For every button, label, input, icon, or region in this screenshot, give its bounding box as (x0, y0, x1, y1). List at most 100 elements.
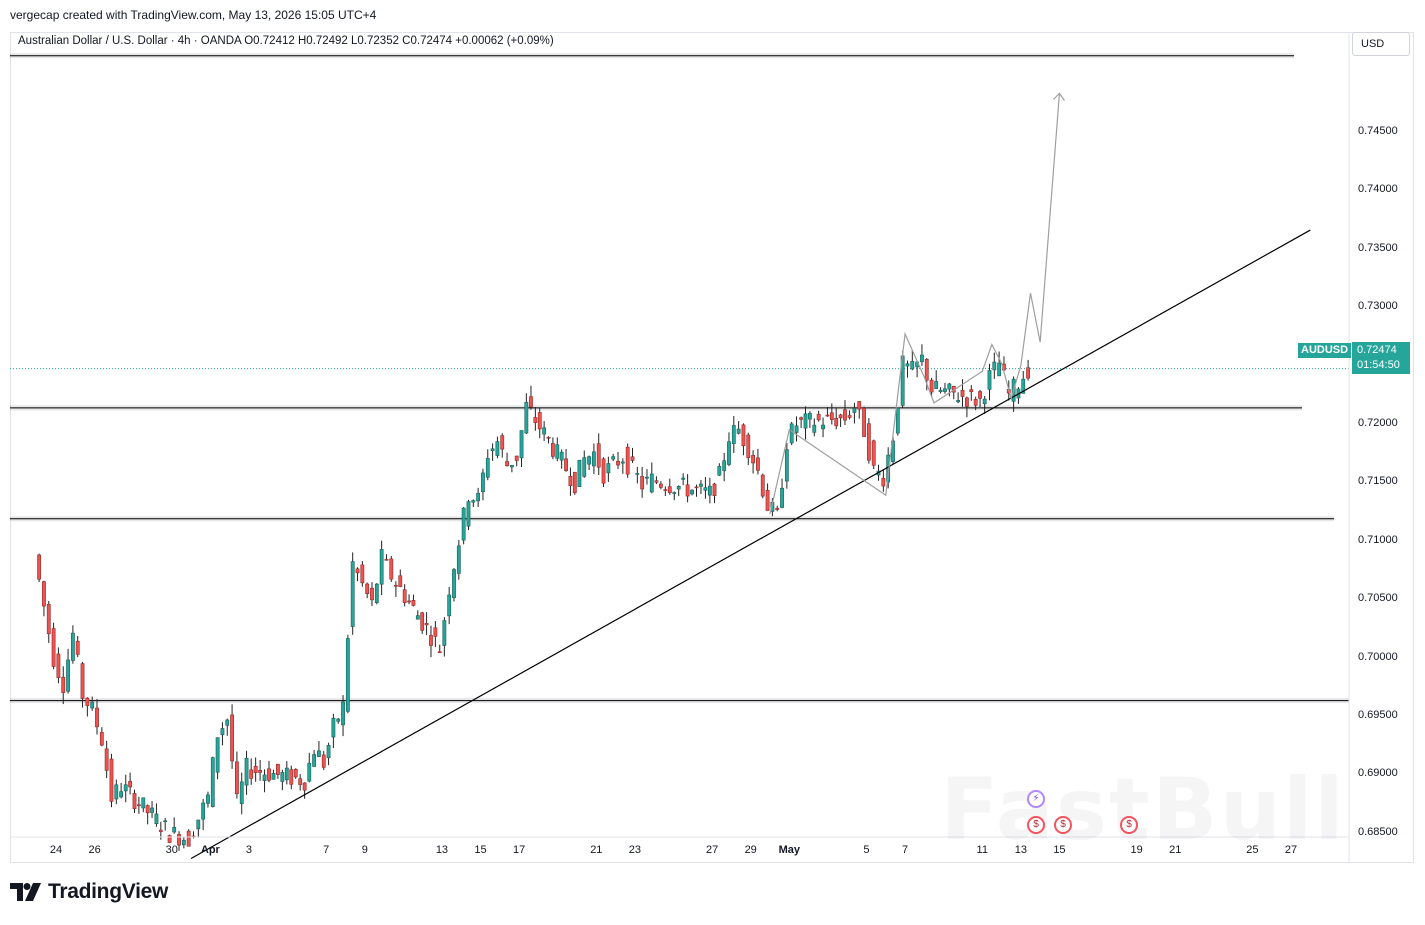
candle (577, 459, 582, 487)
drawings-layer (190, 92, 1311, 860)
candle (978, 389, 982, 408)
tradingview-logo[interactable]: TradingView (10, 880, 168, 904)
economic-event-icon[interactable]: $ (1027, 816, 1045, 834)
time-axis-label: 5 (863, 844, 870, 856)
candle (75, 635, 80, 658)
candle-body (262, 774, 267, 781)
candle-body (943, 388, 947, 392)
candle-body (326, 745, 331, 759)
candle (775, 505, 780, 512)
currency-selector[interactable]: USD (1352, 32, 1410, 56)
price-axis-label: 0.71500 (1358, 475, 1398, 488)
candle-body (821, 424, 825, 430)
time-axis-label: 11 (976, 844, 988, 856)
candle-body (379, 549, 384, 585)
price-axis-label: 0.72000 (1358, 416, 1398, 429)
candle-body (235, 761, 239, 795)
candle-body (56, 653, 61, 678)
candle-body (640, 476, 645, 490)
time-axis-label: 15 (474, 844, 487, 856)
candle-body (829, 412, 834, 420)
time-axis-label: 13 (435, 844, 449, 856)
candle-body (355, 568, 360, 574)
candle (141, 797, 146, 813)
candle-body (741, 424, 746, 447)
candle (326, 742, 331, 766)
candle-body (969, 389, 974, 392)
candle-body (402, 589, 407, 604)
candle-body (572, 471, 577, 494)
candle-body (341, 701, 345, 726)
candle-body (905, 363, 910, 367)
candle-body (215, 737, 220, 773)
candle-body (429, 635, 433, 646)
candle-body (267, 768, 271, 781)
candle (345, 634, 350, 714)
candle (722, 452, 727, 482)
candle (784, 442, 789, 489)
candle-body (289, 769, 294, 785)
candle-body (938, 389, 943, 393)
candle-body (577, 459, 582, 487)
economic-event-icon[interactable]: $ (1054, 816, 1072, 834)
candle (592, 443, 596, 475)
last-price-value: 0.72474 (1357, 344, 1397, 356)
symbol-price-tag: AUDUSD (1298, 343, 1352, 358)
candle-body (370, 587, 374, 601)
candle (104, 740, 109, 778)
candle-body (196, 819, 201, 830)
candle-body (177, 834, 181, 846)
candle-body (163, 820, 168, 823)
price-axis-label: 0.71000 (1358, 533, 1398, 546)
candle-body (109, 758, 114, 802)
candle-body (537, 412, 542, 430)
candle-body (568, 475, 573, 487)
candle (992, 352, 997, 379)
candle-body (360, 564, 365, 584)
candle (519, 430, 524, 468)
candle (341, 695, 345, 737)
candle (529, 385, 533, 410)
candle (803, 406, 808, 440)
candle (852, 402, 857, 424)
candle (881, 469, 886, 492)
time-axis-label: 7 (323, 844, 330, 856)
candle-body (862, 407, 866, 437)
candle-body (365, 583, 370, 594)
candle (90, 696, 95, 711)
candle-body (415, 615, 420, 620)
symbol-info-line[interactable]: Australian Dollar / U.S. Dollar · 4h · O… (18, 35, 554, 47)
candle-body (481, 472, 485, 492)
candle-body (442, 620, 447, 646)
candle-body (46, 604, 51, 635)
candle-body (731, 425, 736, 444)
candle-body (336, 718, 341, 722)
candle-body (424, 623, 429, 626)
news-event-icon[interactable]: ⚡ (1027, 790, 1045, 808)
candle-body (529, 396, 533, 408)
candle (847, 410, 852, 420)
candle-body (717, 466, 722, 476)
candle (163, 818, 168, 831)
candle (321, 750, 326, 771)
time-axis-label: 15 (1053, 844, 1066, 856)
candle-body (239, 781, 244, 804)
candle-body (271, 773, 276, 780)
candle (601, 457, 606, 488)
price-axis-label: 0.69000 (1358, 767, 1398, 780)
economic-event-icon[interactable]: $ (1120, 816, 1138, 834)
candle-body (331, 717, 336, 738)
candle (150, 801, 154, 818)
candle-body (95, 707, 99, 728)
candle (258, 759, 263, 781)
candle-body (201, 802, 206, 820)
candle (625, 443, 630, 478)
candle (938, 387, 943, 394)
candle (85, 697, 90, 717)
candle (56, 647, 61, 684)
candle-body (452, 569, 456, 599)
candle-body (601, 458, 606, 484)
candle-body (70, 632, 75, 661)
candle (495, 436, 500, 459)
